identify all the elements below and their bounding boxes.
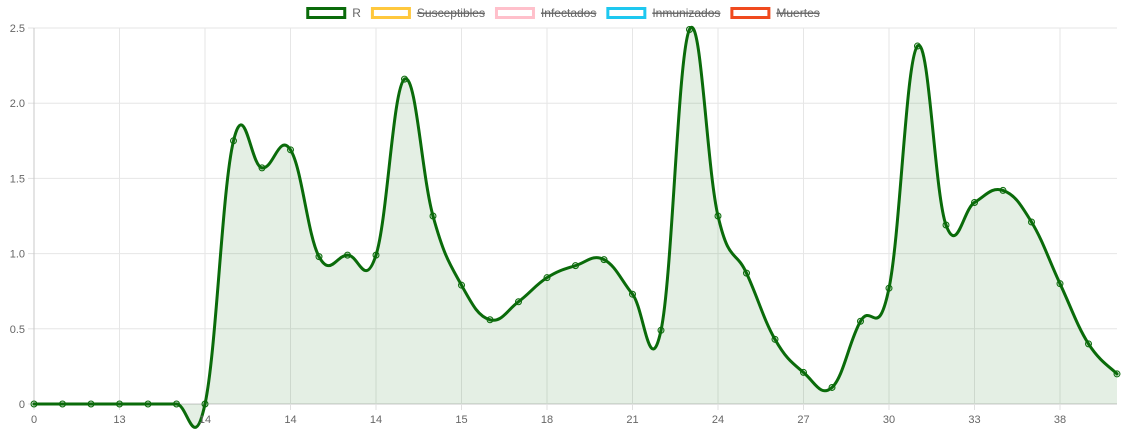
data-point[interactable] [1085, 340, 1092, 348]
data-point[interactable] [458, 281, 465, 289]
x-tick-label: 27 [797, 414, 809, 426]
data-points [30, 26, 1121, 408]
x-tick-label: 14 [284, 414, 296, 426]
data-point[interactable] [429, 212, 437, 220]
y-tick-label: 0.5 [10, 324, 25, 336]
data-point[interactable] [942, 221, 950, 229]
x-tick-label: 14 [199, 414, 211, 426]
data-point[interactable] [515, 298, 522, 306]
data-point[interactable] [173, 400, 180, 408]
y-tick-label: 2.5 [10, 23, 25, 35]
data-point[interactable] [230, 137, 237, 145]
data-point[interactable] [857, 317, 864, 325]
legend: R Susceptibles Infectados Inmunizados Muerte… [306, 6, 820, 20]
x-tick-label: 14 [370, 414, 382, 426]
data-point[interactable] [543, 274, 551, 282]
data-point[interactable] [372, 251, 380, 259]
x-tick-label: 15 [455, 414, 467, 426]
data-point[interactable] [1113, 370, 1121, 378]
x-tick-label: 38 [1054, 414, 1066, 426]
series-area-layer [34, 27, 1117, 428]
series-area-r [34, 27, 1117, 428]
x-tick-label: 33 [968, 414, 980, 426]
data-point[interactable] [629, 290, 636, 298]
legend-swatch[interactable] [370, 7, 411, 19]
data-point[interactable] [144, 400, 152, 408]
data-point[interactable] [87, 400, 95, 408]
x-tick-label: 13 [113, 414, 125, 426]
data-point[interactable] [287, 146, 294, 154]
data-point[interactable] [486, 316, 494, 324]
data-point[interactable] [914, 42, 921, 50]
legend-item-r[interactable]: R [306, 6, 362, 20]
data-point[interactable] [344, 251, 351, 259]
data-point[interactable] [771, 335, 779, 343]
data-point[interactable] [30, 400, 38, 408]
legend-swatch[interactable] [494, 7, 535, 19]
x-tick-label: 0 [31, 414, 37, 426]
y-tick-label: 1.0 [10, 249, 25, 261]
data-point[interactable] [1028, 218, 1035, 226]
x-tick-label: 18 [541, 414, 553, 426]
x-tick-label: 21 [626, 414, 638, 426]
data-point[interactable] [59, 400, 66, 408]
legend-item-susceptibles[interactable]: Susceptibles [370, 6, 485, 20]
legend-swatch[interactable] [606, 7, 647, 19]
legend-item-inmunizados[interactable]: Inmunizados [606, 6, 721, 20]
data-point[interactable] [258, 164, 266, 172]
data-point[interactable] [828, 383, 836, 391]
y-tick-label: 1.5 [10, 173, 25, 185]
x-tick-label: 30 [883, 414, 895, 426]
y-axis-ticks: 0 0.5 1.0 1.5 2.0 2.5 [10, 23, 25, 411]
data-point[interactable] [657, 326, 665, 334]
data-point[interactable] [743, 269, 750, 277]
data-point[interactable] [572, 262, 579, 270]
legend-item-infectados[interactable]: Infectados [494, 6, 597, 20]
data-point[interactable] [315, 253, 323, 261]
data-point[interactable] [800, 368, 807, 376]
series-line-layer [32, 25, 1119, 429]
data-point[interactable] [885, 284, 893, 292]
y-tick-label: 0 [19, 399, 25, 411]
legend-swatch[interactable] [730, 7, 771, 19]
legend-label[interactable]: R [352, 6, 361, 20]
data-point[interactable] [714, 212, 722, 220]
data-point[interactable] [999, 186, 1007, 194]
legend-item-muertes[interactable]: Muertes [730, 6, 820, 20]
data-point[interactable] [686, 26, 693, 34]
data-point[interactable] [1056, 280, 1064, 288]
series-line-r [32, 25, 1119, 429]
data-point[interactable] [971, 198, 978, 206]
data-point[interactable] [401, 75, 408, 83]
data-point[interactable] [600, 256, 608, 264]
x-axis-ticks: 0 13 14 14 14 15 18 21 24 27 30 33 38 [31, 414, 1066, 426]
y-tick-label: 2.0 [10, 98, 25, 110]
data-point[interactable] [116, 400, 123, 408]
legend-swatch[interactable] [306, 7, 347, 19]
x-tick-label: 24 [712, 414, 724, 426]
data-point[interactable] [201, 400, 209, 408]
